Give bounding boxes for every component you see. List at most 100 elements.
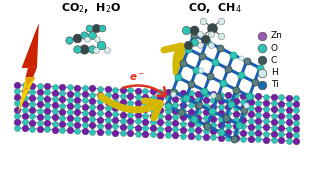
Point xyxy=(120,119,125,122)
Point xyxy=(150,127,156,130)
Point xyxy=(37,121,42,124)
Point xyxy=(233,94,238,97)
Point xyxy=(286,121,291,124)
Point xyxy=(75,98,80,101)
Point xyxy=(218,131,223,134)
Point xyxy=(241,131,246,134)
Point xyxy=(294,134,299,137)
Point xyxy=(264,126,269,129)
Point xyxy=(143,108,148,111)
Point xyxy=(215,96,220,99)
Text: Ti: Ti xyxy=(271,80,279,89)
Point xyxy=(279,121,284,124)
Point xyxy=(238,57,244,60)
Point xyxy=(105,88,110,91)
Point xyxy=(105,131,110,134)
Point xyxy=(211,117,216,120)
Point xyxy=(165,115,170,118)
Point xyxy=(211,130,216,133)
Point xyxy=(203,92,208,95)
Point xyxy=(259,71,265,74)
Point xyxy=(45,103,50,106)
Point xyxy=(170,93,176,96)
Point xyxy=(37,97,42,100)
Point xyxy=(173,103,178,106)
Point xyxy=(82,99,87,102)
Point xyxy=(22,90,27,93)
Point xyxy=(241,100,246,103)
Point xyxy=(45,85,50,88)
Point xyxy=(98,112,103,115)
Point xyxy=(135,120,140,123)
Point xyxy=(264,114,269,117)
Point xyxy=(93,48,98,51)
Point xyxy=(165,127,170,130)
Point xyxy=(150,102,156,105)
Point xyxy=(75,92,80,95)
Point xyxy=(120,107,125,110)
Point xyxy=(128,132,133,135)
Point xyxy=(294,103,299,106)
Point xyxy=(113,125,118,128)
Point xyxy=(158,133,163,136)
Point xyxy=(188,129,193,132)
Point xyxy=(226,100,231,103)
Point xyxy=(82,47,87,50)
Point xyxy=(191,33,196,36)
Point xyxy=(82,124,87,127)
Point xyxy=(105,94,110,97)
Point xyxy=(100,27,105,30)
Point xyxy=(37,109,42,112)
Point xyxy=(264,95,269,98)
Point xyxy=(158,90,163,93)
Point xyxy=(143,126,148,129)
Point xyxy=(30,115,35,118)
Point xyxy=(150,115,156,118)
Polygon shape xyxy=(18,23,39,113)
Point xyxy=(203,135,208,138)
Point xyxy=(264,138,269,141)
Point xyxy=(37,91,42,94)
Point xyxy=(181,62,186,65)
Point xyxy=(203,123,208,126)
Point xyxy=(218,118,223,121)
Point xyxy=(233,137,238,140)
Point xyxy=(218,112,223,115)
Point xyxy=(178,111,183,114)
Point xyxy=(191,117,197,120)
Point xyxy=(60,86,65,89)
Point xyxy=(128,119,133,122)
Point xyxy=(196,110,201,113)
Point xyxy=(183,97,189,100)
Point xyxy=(98,118,103,121)
Point xyxy=(37,115,42,118)
Point xyxy=(37,128,42,131)
Point xyxy=(264,132,269,135)
Point xyxy=(211,136,216,139)
Point xyxy=(98,87,103,90)
Point xyxy=(135,101,140,105)
Point xyxy=(181,122,186,125)
Point xyxy=(173,109,178,112)
Point xyxy=(85,38,90,41)
Point xyxy=(173,134,178,137)
Point xyxy=(256,138,261,141)
Point xyxy=(52,110,57,113)
Point xyxy=(196,98,201,101)
Point xyxy=(143,114,148,117)
Polygon shape xyxy=(24,77,35,90)
Point xyxy=(211,123,216,126)
Point xyxy=(256,113,261,116)
Point xyxy=(128,113,133,116)
Point xyxy=(22,115,27,118)
Point xyxy=(241,94,246,97)
Point xyxy=(226,130,231,133)
Point xyxy=(89,47,94,50)
Point xyxy=(204,40,209,43)
Point xyxy=(176,76,181,79)
Point xyxy=(196,123,201,126)
Point xyxy=(184,29,189,32)
Point xyxy=(67,98,73,101)
Point xyxy=(211,93,216,96)
Point xyxy=(188,98,193,101)
